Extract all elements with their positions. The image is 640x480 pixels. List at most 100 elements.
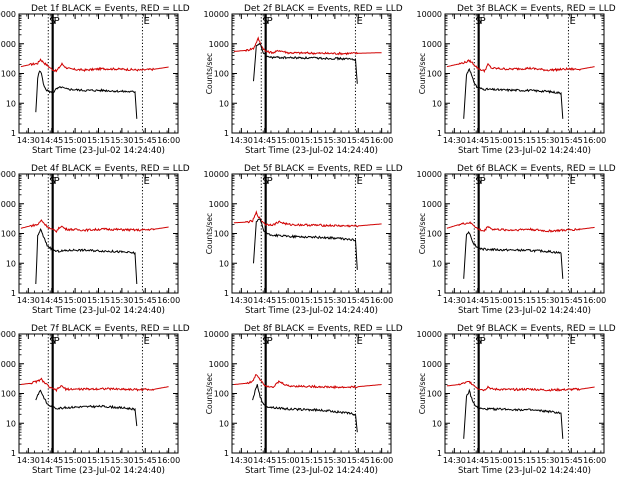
x-tick-label: 15:15	[513, 456, 536, 465]
panel-title: Det 3f BLACK = Events, RED = LLD	[457, 4, 616, 14]
x-tick-label: 15:15	[87, 456, 110, 465]
event-rate-line	[252, 384, 358, 433]
marker-label-p: P	[267, 16, 273, 27]
x-tick-label: 15:30	[110, 456, 133, 465]
lld-rate-line	[20, 377, 169, 393]
marker-label-e: E	[356, 16, 362, 27]
x-tick-label: 15:30	[536, 136, 559, 145]
x-tick-label: 15:15	[300, 456, 323, 465]
x-tick-label: 15:30	[110, 296, 133, 305]
lld-rate-line	[446, 380, 595, 392]
x-tick-label: 15:15	[87, 296, 110, 305]
plot-frame	[18, 13, 179, 134]
x-tick-label: 15:30	[323, 296, 346, 305]
x-tick-label: 14:30	[17, 456, 40, 465]
y-tick-label: 100	[427, 390, 442, 399]
panel-title: Det 1f BLACK = Events, RED = LLD	[31, 4, 190, 14]
marker-label-e: E	[569, 16, 575, 27]
event-rate-line	[253, 218, 358, 270]
y-axis-label: Counts/sec	[205, 373, 214, 414]
y-tick-label: 1000	[422, 200, 442, 209]
x-axis-label: Start Time (23-Jul-02 14:24:40)	[32, 466, 165, 476]
event-rate-line	[35, 228, 138, 285]
x-tick-label: 15:30	[323, 456, 346, 465]
marker-label-p: P	[54, 176, 60, 187]
event-rate-line	[463, 388, 564, 439]
marker-label-p: P	[267, 176, 273, 187]
x-tick-label: 15:45	[347, 136, 370, 145]
y-tick-label: 100	[1, 230, 16, 239]
lld-rate-line	[446, 59, 595, 74]
x-tick-label: 15:45	[134, 136, 157, 145]
x-tick-label: 15:15	[300, 136, 323, 145]
y-axis-label: Counts/sec	[205, 53, 214, 94]
x-tick-label: 14:45	[253, 456, 276, 465]
panel-4: Det 4f BLACK = Events, RED = LLD 1 10 100 10…	[0, 164, 190, 316]
x-tick-label: 15:15	[300, 296, 323, 305]
marker-label-e: E	[569, 176, 575, 187]
panel-title: Det 8f BLACK = Events, RED = LLD	[244, 324, 403, 334]
x-tick-label: 15:00	[277, 136, 300, 145]
y-tick-label: 100	[427, 230, 442, 239]
panel-title: Det 6f BLACK = Events, RED = LLD	[457, 164, 616, 174]
x-tick-label: 14:30	[17, 136, 40, 145]
panel-1: Det 1f BLACK = Events, RED = LLD 1 10 100 10…	[0, 4, 190, 156]
y-tick-label: 10	[6, 259, 16, 268]
y-tick-label: 10000	[417, 330, 442, 339]
x-tick-label: 14:30	[230, 456, 253, 465]
plot-frame	[444, 173, 605, 294]
panel-title: Det 7f BLACK = Events, RED = LLD	[31, 324, 190, 334]
y-tick-label: 100	[214, 70, 229, 79]
y-tick-label: 1000	[209, 360, 229, 369]
lld-rate-line	[20, 58, 169, 73]
plot-frame	[18, 333, 179, 454]
y-tick-label: 100	[1, 70, 16, 79]
x-tick-label: 15:15	[513, 296, 536, 305]
marker-label-e: E	[143, 16, 149, 27]
marker-label-p: P	[480, 16, 486, 27]
plot-frame	[231, 333, 392, 454]
x-tick-label: 15:30	[536, 296, 559, 305]
y-axis-label: Counts/sec	[418, 213, 427, 254]
x-axis-label: Start Time (23-Jul-02 14:24:40)	[245, 306, 378, 316]
y-tick-label: 100	[214, 230, 229, 239]
panel-7: Det 7f BLACK = Events, RED = LLD 1 10 100 10…	[0, 324, 190, 476]
panel-title: Det 2f BLACK = Events, RED = LLD	[244, 4, 403, 14]
marker-label-e: E	[143, 336, 149, 347]
y-tick-label: 10	[432, 99, 442, 108]
event-rate-line	[35, 70, 138, 119]
x-tick-label: 14:45	[466, 456, 489, 465]
x-tick-label: 16:00	[583, 136, 606, 145]
panel-6: Det 6f BLACK = Events, RED = LLD 1 10 100 10…	[417, 164, 616, 316]
x-tick-label: 14:45	[466, 296, 489, 305]
x-axis-label: Start Time (23-Jul-02 14:24:40)	[245, 466, 378, 476]
y-tick-label: 1	[224, 289, 229, 298]
marker-label-p: P	[480, 336, 486, 347]
y-tick-label: 1	[437, 129, 442, 138]
y-tick-label: 1000	[0, 40, 16, 49]
x-tick-label: 16:00	[370, 456, 393, 465]
event-rate-line	[463, 230, 564, 279]
y-tick-label: 10000	[417, 170, 442, 179]
x-tick-label: 15:15	[513, 136, 536, 145]
x-tick-label: 15:45	[560, 296, 583, 305]
y-tick-label: 10	[432, 259, 442, 268]
x-tick-label: 15:00	[490, 136, 513, 145]
y-tick-label: 10000	[0, 170, 16, 179]
marker-label-p: P	[480, 176, 486, 187]
x-tick-label: 14:30	[230, 296, 253, 305]
event-rate-line	[35, 389, 138, 427]
marker-label-e: E	[143, 176, 149, 187]
x-axis-label: Start Time (23-Jul-02 14:24:40)	[245, 146, 378, 156]
x-tick-label: 14:45	[40, 296, 63, 305]
x-tick-label: 15:45	[347, 296, 370, 305]
lld-rate-line	[20, 219, 169, 234]
x-tick-label: 16:00	[583, 456, 606, 465]
x-tick-label: 15:00	[277, 296, 300, 305]
x-tick-label: 14:30	[443, 136, 466, 145]
panel-title: Det 4f BLACK = Events, RED = LLD	[31, 164, 190, 174]
y-tick-label: 1000	[209, 200, 229, 209]
y-tick-label: 1000	[422, 40, 442, 49]
panel-title: Det 9f BLACK = Events, RED = LLD	[457, 324, 616, 334]
